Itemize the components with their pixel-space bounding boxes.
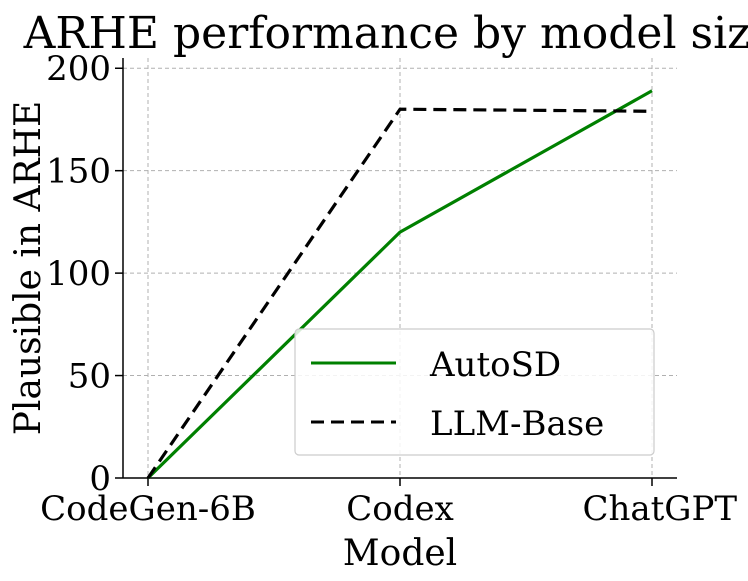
y-ticks: 0 50 100 150 200 bbox=[46, 49, 123, 499]
y-tick-label: 150 bbox=[46, 152, 111, 192]
x-axis-label: Model bbox=[343, 533, 457, 574]
series-lines bbox=[146, 89, 653, 480]
y-tick-label: 100 bbox=[46, 254, 111, 294]
x-tick-label: CodeGen-6B bbox=[40, 489, 256, 529]
y-tick-label: 50 bbox=[68, 357, 111, 397]
x-tick-label: Codex bbox=[346, 489, 454, 529]
x-tick-label: ChatGPT bbox=[582, 489, 737, 529]
legend: AutoSD LLM-Base bbox=[294, 328, 655, 456]
legend-box bbox=[294, 328, 655, 456]
legend-label-llm-base: LLM-Base bbox=[430, 404, 604, 444]
series-line-autosd bbox=[146, 89, 653, 480]
x-ticks: CodeGen-6B Codex ChatGPT bbox=[40, 478, 737, 529]
y-axis-label: Plausible in ARHE bbox=[8, 101, 49, 436]
y-tick-label: 200 bbox=[46, 49, 111, 89]
legend-label-autosd: AutoSD bbox=[429, 345, 561, 385]
y-tick-label: 0 bbox=[89, 459, 111, 499]
series-line-llm-base bbox=[146, 107, 653, 479]
chart-title: ARHE performance by model size bbox=[23, 8, 748, 59]
